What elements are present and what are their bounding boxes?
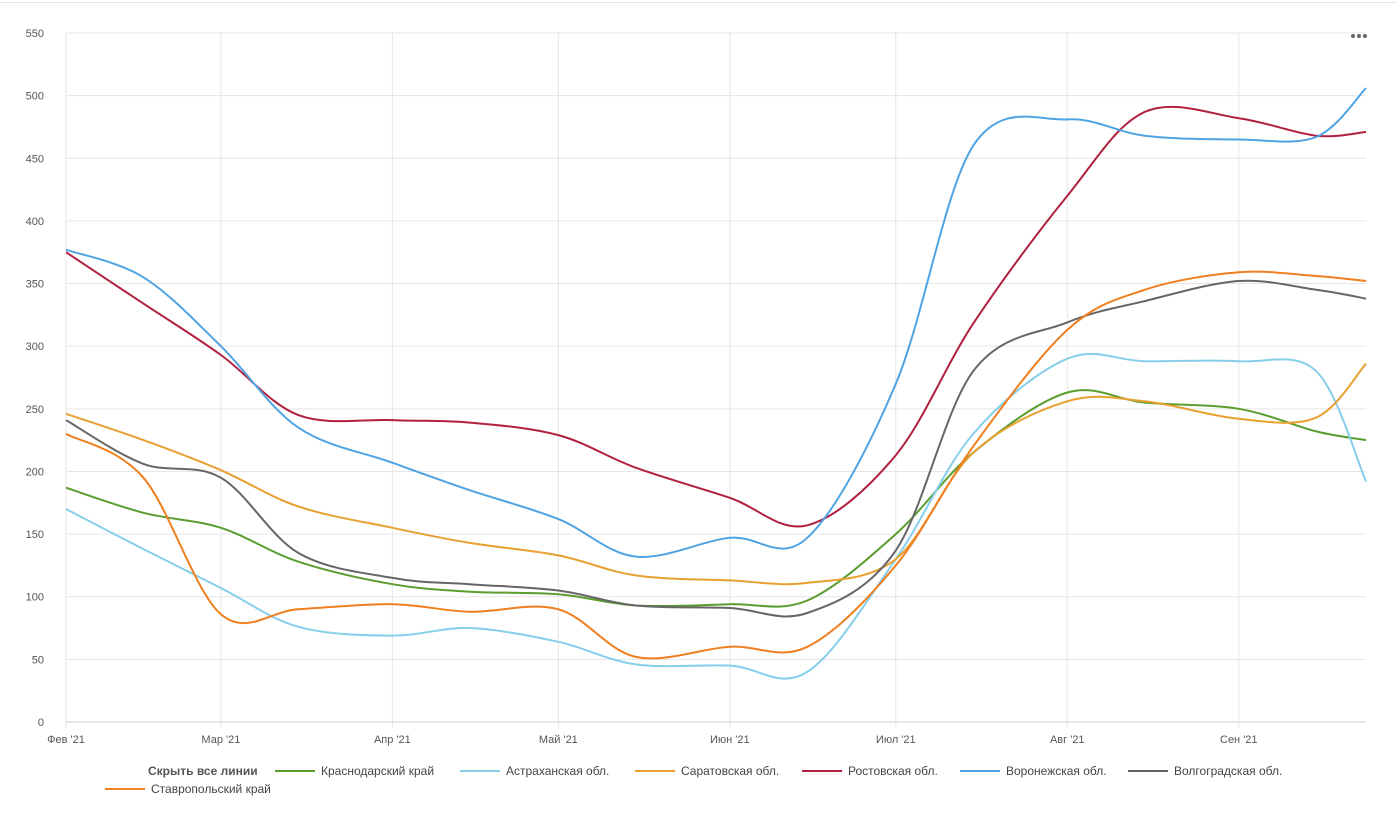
series-line-1[interactable] — [65, 352, 1367, 680]
series-line-0[interactable] — [65, 389, 1367, 608]
series-line-5[interactable] — [65, 279, 1367, 618]
legend-item-0[interactable]: Краснодарский край — [275, 764, 434, 778]
legend-label: Ставропольский край — [151, 782, 271, 796]
legend-swatch — [960, 770, 1000, 772]
hide-all-lines-button[interactable]: Скрыть все линии — [148, 764, 258, 778]
legend-item-1[interactable]: Астраханская обл. — [460, 764, 609, 778]
more-horizontal-icon — [1351, 34, 1355, 38]
legend-swatch — [802, 770, 842, 772]
y-tick-label: 150 — [26, 529, 44, 541]
legend-swatch — [275, 770, 315, 772]
legend-swatch — [1128, 770, 1168, 772]
y-tick-label: 400 — [26, 216, 44, 228]
x-tick-label: Мар '21 — [201, 734, 240, 746]
x-tick-label: Сен '21 — [1220, 734, 1258, 746]
series-line-4[interactable] — [65, 87, 1367, 558]
y-tick-label: 50 — [32, 654, 44, 666]
y-tick-label: 200 — [26, 466, 44, 478]
x-tick-label: Авг '21 — [1050, 734, 1085, 746]
legend-item-2[interactable]: Саратовская обл. — [635, 764, 779, 778]
x-axis: Фев '21 Мар '21 Апр '21 Май '21 Июн '21 Июл '… — [47, 734, 1257, 746]
legend-label: Волгоградская обл. — [1174, 764, 1283, 778]
legend-swatch — [105, 788, 145, 790]
x-tick-label: Июл '21 — [876, 734, 916, 746]
series-line-3[interactable] — [65, 105, 1367, 528]
legend-item-6[interactable]: Ставропольский край — [105, 782, 271, 796]
x-tick-label: Июн '21 — [710, 734, 750, 746]
legend-label: Краснодарский край — [321, 764, 435, 778]
legend-label: Астраханская обл. — [506, 764, 610, 778]
y-tick-label: 500 — [26, 91, 44, 103]
y-tick-label: 300 — [26, 341, 44, 353]
chart-menu-button[interactable] — [1346, 26, 1372, 46]
x-tick-label: Апр '21 — [374, 734, 411, 746]
legend-label: Саратовская обл. — [681, 764, 780, 778]
top-divider — [0, 2, 1397, 3]
y-tick-label: 350 — [26, 279, 44, 291]
x-tick-label: Фев '21 — [47, 734, 85, 746]
y-tick-label: 100 — [26, 592, 44, 604]
y-tick-label: 550 — [26, 28, 44, 40]
legend-label: Воронежская обл. — [1006, 764, 1107, 778]
chart-series — [65, 87, 1367, 680]
y-tick-label: 0 — [38, 717, 44, 729]
legend-swatch — [460, 770, 500, 772]
x-tick-label: Май '21 — [539, 734, 578, 746]
series-line-2[interactable] — [65, 363, 1367, 586]
chart-grid — [65, 32, 1366, 728]
y-axis: 0 50 100 150 200 250 300 350 400 450 500 550 — [26, 28, 44, 729]
legend-item-3[interactable]: Ростовская обл. — [802, 764, 938, 778]
legend-item-5[interactable]: Волгоградская обл. — [1128, 764, 1282, 778]
legend-swatch — [635, 770, 675, 772]
series-line-6[interactable] — [65, 270, 1367, 660]
legend-label: Ростовская обл. — [848, 764, 938, 778]
y-tick-label: 450 — [26, 153, 44, 165]
y-tick-label: 250 — [26, 404, 44, 416]
legend-item-4[interactable]: Воронежская обл. — [960, 764, 1107, 778]
